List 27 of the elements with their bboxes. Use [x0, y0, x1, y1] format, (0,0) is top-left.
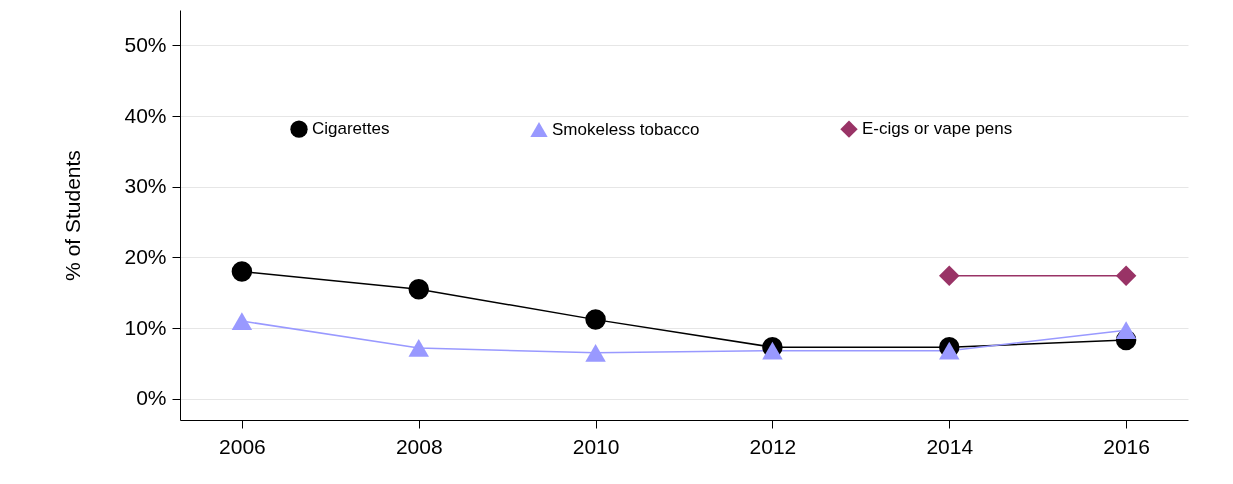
legend-label: E-cigs or vape pens: [862, 119, 1013, 139]
legend-label: Cigarettes: [312, 119, 390, 139]
y-tick-label: 10%: [124, 315, 167, 339]
point: [1115, 265, 1137, 287]
x-tick-label: 2006: [219, 434, 266, 458]
x-tick-label: 2008: [395, 434, 443, 458]
x-tick-label: 2014: [926, 434, 974, 458]
x-tick-label: 2016: [1103, 434, 1150, 458]
y-tick-label: 40%: [124, 103, 167, 127]
point: [1115, 321, 1137, 340]
point: [231, 312, 253, 330]
y-tick-label: 50%: [124, 32, 167, 56]
point: [939, 265, 960, 287]
legend-label: Smokeless tobacco: [552, 119, 700, 139]
point: [939, 341, 960, 360]
point: [408, 279, 429, 300]
x-tick-label: 2012: [749, 434, 797, 458]
point: [585, 309, 606, 330]
y-tick-label: 0%: [136, 386, 167, 410]
point: [231, 261, 253, 282]
point: [408, 339, 429, 357]
point: [762, 341, 783, 360]
y-tick-label: 20%: [124, 244, 167, 268]
point: [585, 343, 606, 362]
y-axis-title: % of Students: [61, 150, 85, 281]
y-tick-label: 30%: [124, 174, 167, 198]
x-tick-label: 2010: [572, 434, 620, 458]
